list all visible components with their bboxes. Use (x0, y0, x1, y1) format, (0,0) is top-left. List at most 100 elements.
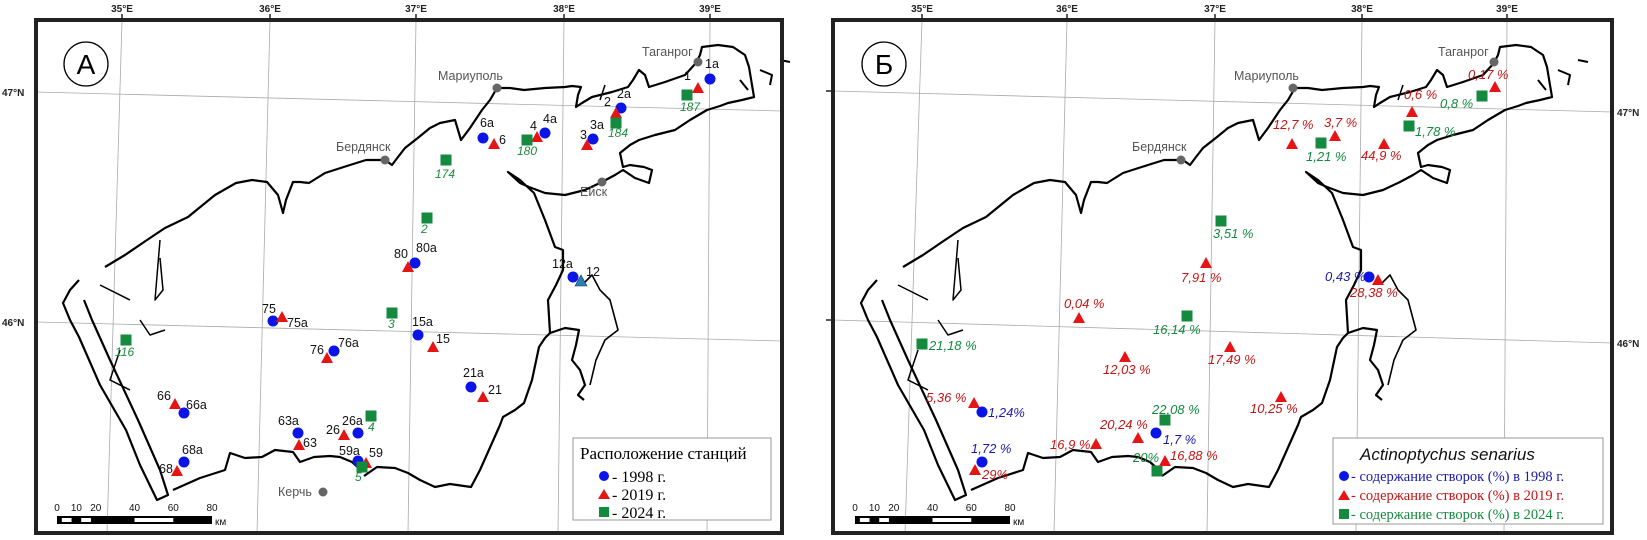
station-2019[interactable]: 12,7 % (1273, 117, 1313, 149)
station-2019[interactable]: 21 (477, 383, 502, 402)
station-2024[interactable]: 174 (435, 154, 455, 182)
valve-content-label: 21,18 % (928, 338, 977, 353)
station-2024[interactable]: 0,8 % (1440, 90, 1488, 112)
station-2024[interactable]: 4 (365, 410, 377, 435)
station-1998[interactable]: 80a (409, 241, 437, 269)
valve-content-label: 1,21 % (1306, 149, 1346, 164)
legend-b: Actinoptychus senarius - содержание ство… (1332, 437, 1604, 525)
station-2019[interactable]: 20,24 % (1099, 417, 1148, 443)
scale-label: 10 (71, 503, 83, 514)
city-label: Ейск (580, 185, 608, 199)
station-1998[interactable]: 1a (704, 57, 719, 85)
station-2019[interactable]: 2 (604, 95, 622, 118)
station-1998[interactable]: 1,7 % (1150, 427, 1197, 448)
station-1998-circle-icon (976, 406, 988, 418)
city-dot-icon (597, 177, 607, 187)
station-label: 4 (530, 119, 537, 133)
station-1998[interactable]: 68a (178, 443, 203, 468)
station-2019[interactable]: 0,6 % (1404, 87, 1437, 117)
city-label: Мариуполь (1234, 69, 1299, 83)
station-2024[interactable]: 187 (680, 89, 701, 115)
station-1998[interactable]: 1,72 % (971, 441, 1011, 468)
station-label: 5 (355, 470, 362, 484)
station-2024[interactable]: 20% (1132, 450, 1163, 477)
station-1998[interactable]: 3a (587, 118, 604, 145)
station-1998[interactable]: 2a (615, 87, 631, 114)
lon-tick-label: 39°E (699, 4, 721, 15)
station-2019[interactable]: 7,91 % (1181, 257, 1221, 285)
lon-tick-label: 35°E (911, 4, 933, 15)
station-2024[interactable]: 1,21 % (1306, 137, 1346, 165)
station-2024[interactable]: 3,51 % (1213, 215, 1253, 242)
station-2024[interactable]: 5 (355, 461, 368, 485)
station-2019[interactable]: 0,04 % (1064, 296, 1104, 323)
station-2024[interactable]: 21,18 % (916, 338, 977, 353)
station-1998[interactable]: 4a (539, 112, 557, 139)
station-1998[interactable]: 21a (463, 366, 484, 393)
station-2019[interactable]: 16,88 % (1159, 448, 1218, 466)
station-2019[interactable]: 0,17 % (1468, 67, 1508, 92)
city-label: Керчь (278, 485, 312, 499)
city-dot-icon (380, 155, 390, 165)
station-2024[interactable]: 1,78 % (1403, 120, 1456, 140)
station-2024[interactable]: 22,08 % (1151, 402, 1200, 426)
station-2019[interactable]: 68 (159, 462, 183, 476)
station-2024[interactable]: 180 (517, 134, 537, 159)
station-2024-square-icon (1215, 215, 1227, 227)
station-2019[interactable]: 26 (326, 423, 350, 440)
station-2019[interactable]: 3 (580, 128, 593, 150)
station-label: 76a (338, 336, 359, 350)
station-2019-triangle-icon (488, 138, 500, 149)
station-2019[interactable]: 6 (488, 133, 506, 149)
station-1998[interactable]: 6a (477, 116, 494, 144)
station-1998[interactable]: 15a (412, 315, 433, 341)
circle-icon (599, 471, 609, 481)
station-2019[interactable]: 4 (530, 119, 543, 142)
station-1998[interactable]: 66a (178, 398, 207, 419)
station-2019-triangle-icon (968, 397, 980, 408)
scale-bar-b: 0 10 20 40 60 80 км (852, 503, 1024, 528)
lon-tick-label: 36°E (259, 4, 281, 15)
station-2019[interactable]: 66 (157, 389, 181, 409)
station-1998[interactable]: 1,24% (976, 405, 1025, 420)
station-2019[interactable]: 75a (276, 311, 308, 330)
station-1998-circle-icon (1150, 427, 1162, 439)
valve-content-label: 12,7 % (1273, 117, 1313, 132)
station-label: 68a (182, 443, 203, 457)
station-2019[interactable]: 29% (969, 464, 1008, 482)
station-2019[interactable]: 1 (684, 69, 704, 93)
station-2019[interactable]: 17,49 % (1208, 341, 1256, 367)
city-label: Мариуполь (438, 69, 503, 83)
station-2024[interactable]: 3 (386, 307, 398, 332)
legend-item-2019: - 2019 г. (612, 487, 666, 504)
station-2019[interactable]: 3,7 % (1324, 115, 1357, 141)
station-2019[interactable]: 76 (310, 343, 333, 363)
station-2019[interactable]: 28,38 % (1349, 274, 1398, 300)
city-dot-icon (1176, 155, 1186, 165)
station-1998[interactable]: 0,43 % (1325, 269, 1375, 284)
station-2019[interactable]: 44,9 % (1361, 138, 1401, 163)
station-2024[interactable]: 116 (115, 334, 134, 360)
station-2019-triangle-icon (1159, 455, 1171, 466)
station-2024[interactable]: 184 (608, 117, 628, 141)
station-label: 1 (684, 69, 691, 83)
station-2019-triangle-icon (1406, 106, 1418, 117)
station-2019[interactable]: 10,25 % (1250, 391, 1298, 416)
station-2019[interactable]: 12 (574, 265, 600, 287)
station-2019[interactable]: 80 (394, 247, 414, 272)
station-2019[interactable]: 12,03 % (1103, 351, 1151, 377)
station-2024[interactable]: 2 (420, 212, 433, 237)
station-1998[interactable]: 12a (552, 257, 579, 283)
station-label: 4a (543, 112, 557, 126)
station-2019[interactable]: 16,9 % (1050, 437, 1102, 452)
station-2024[interactable]: 16,14 % (1153, 310, 1201, 338)
station-2019[interactable]: 63 (293, 436, 317, 450)
station-1998[interactable]: 63a (278, 414, 304, 439)
station-1998[interactable]: 76a (328, 336, 359, 357)
station-1998[interactable]: 75 (262, 302, 279, 327)
station-1998[interactable]: 26a (342, 414, 364, 439)
scale-label: 0 (54, 503, 60, 514)
station-2019[interactable]: 15 (427, 332, 450, 352)
station-1998[interactable]: 59a (339, 444, 364, 467)
station-2019[interactable]: 5,36 % (926, 390, 980, 408)
